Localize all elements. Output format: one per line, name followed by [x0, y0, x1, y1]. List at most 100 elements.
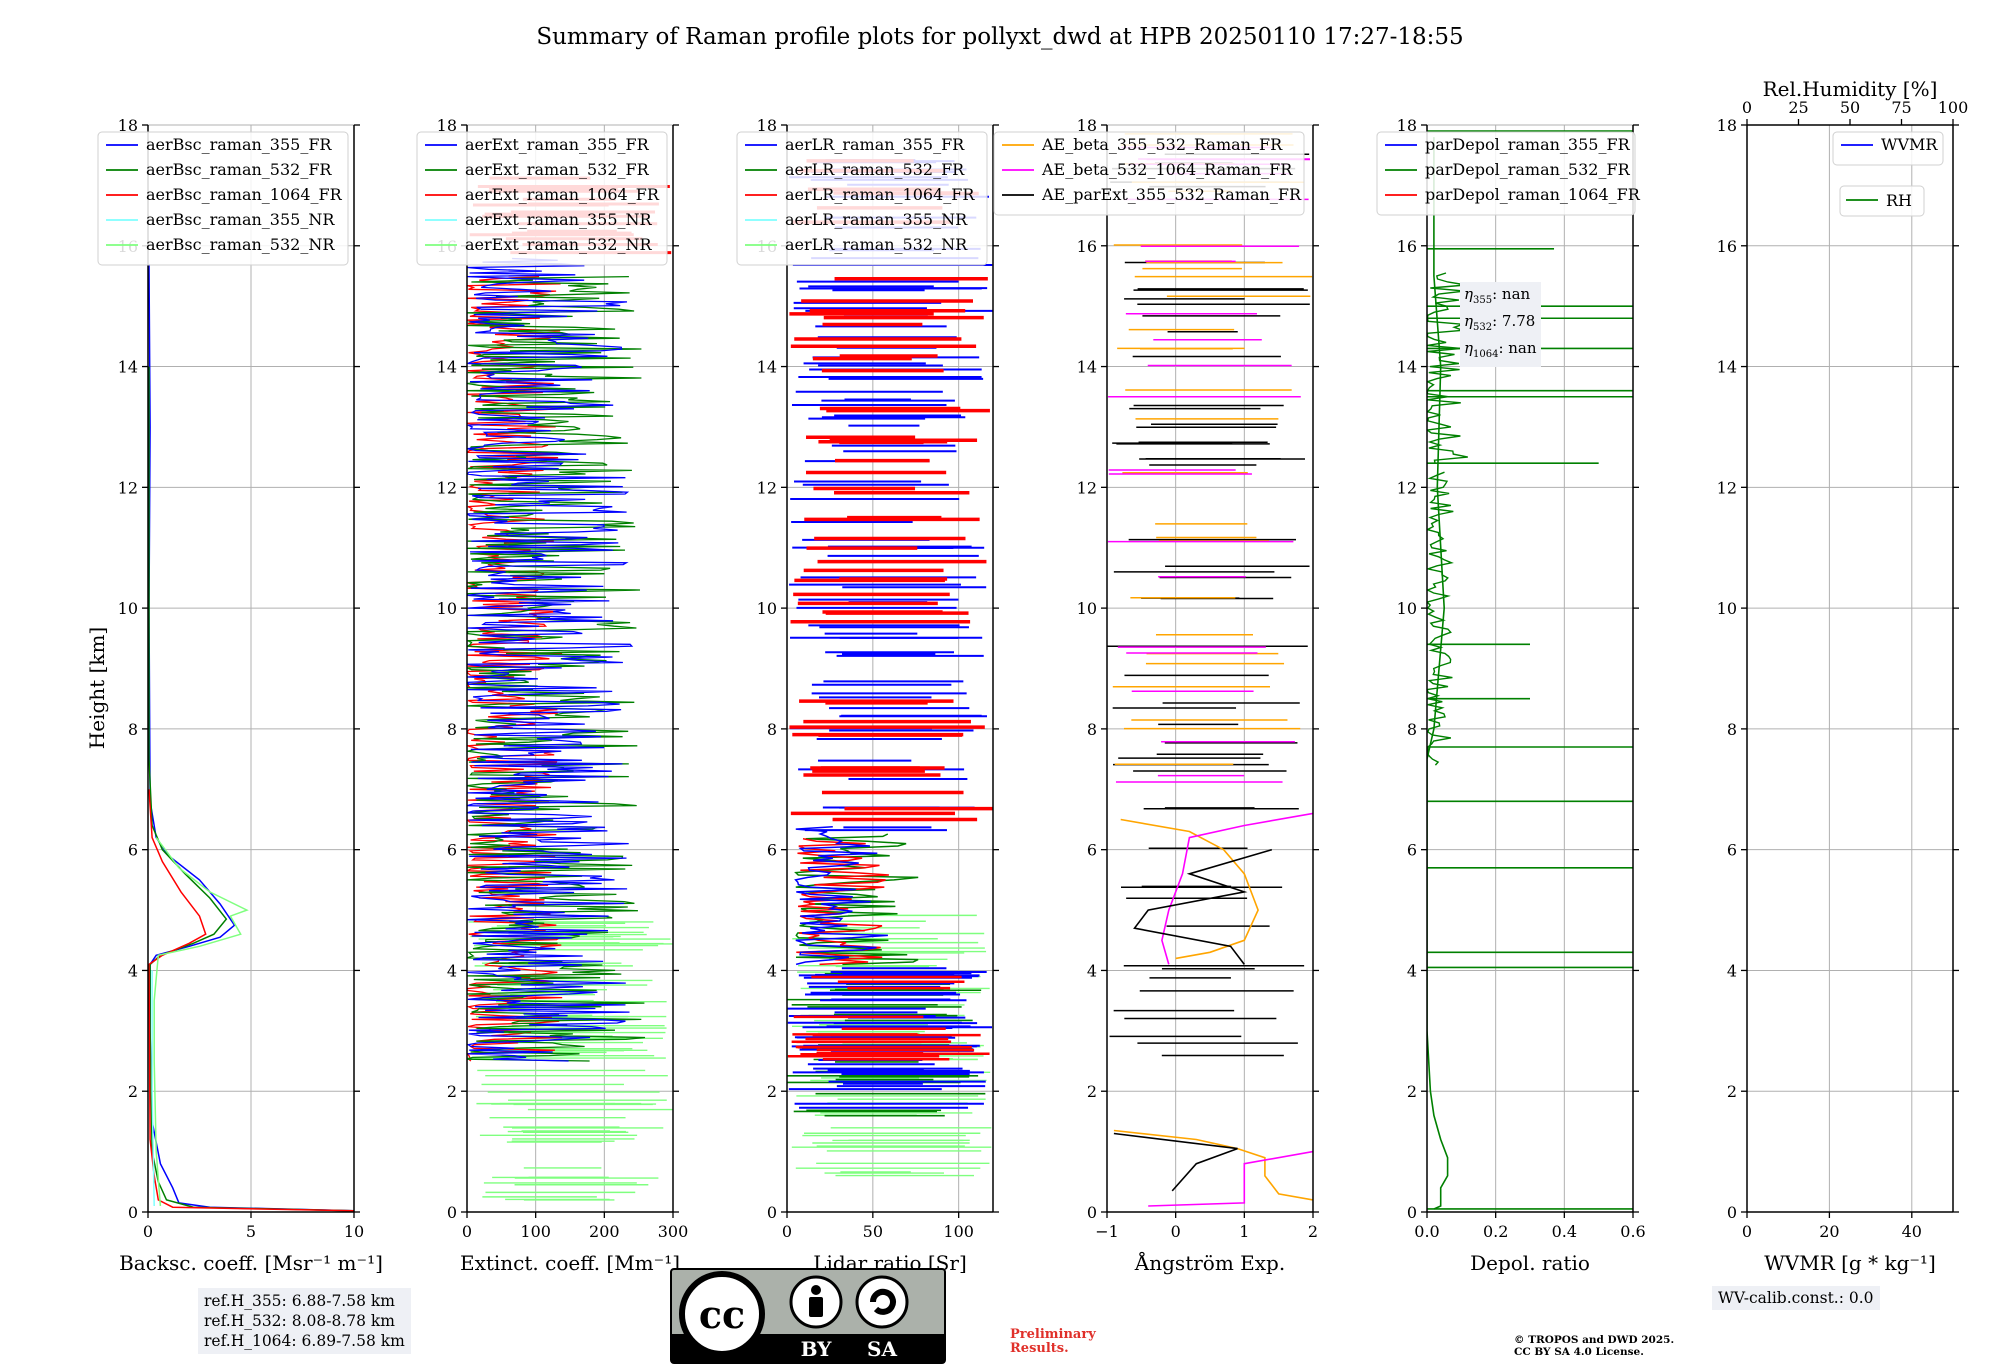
y-tick-label: 0: [447, 1203, 457, 1222]
x-axis-label: Backsc. coeff. [Msr⁻¹ m⁻¹]: [119, 1251, 383, 1275]
legend-label: aerLR_raman_532_NR: [785, 235, 968, 254]
x-tick-label: −1: [1095, 1222, 1119, 1241]
y-tick-label: 12: [437, 478, 457, 497]
legend-box: [1376, 131, 1636, 216]
legend-box: [993, 131, 1305, 216]
series-line: [1133, 848, 1273, 965]
series-line: [1113, 1132, 1238, 1192]
series-line: [1120, 818, 1259, 960]
legend-rh: RH: [1839, 185, 1925, 217]
legend-label: aerExt_raman_532_FR: [465, 160, 650, 179]
legend-label: aerExt_raman_532_NR: [465, 235, 653, 254]
y-tick-label: 6: [767, 841, 777, 860]
x-tick-label: 0.6: [1620, 1222, 1645, 1241]
sa-text: SA: [867, 1337, 897, 1361]
y-tick-label: 18: [1397, 116, 1417, 135]
y-tick-label: 14: [437, 358, 457, 377]
x-tick-label: 100: [943, 1222, 974, 1241]
legend-label: aerLR_raman_1064_FR: [785, 185, 975, 204]
cc-text: cc: [699, 1292, 745, 1337]
legend-label: AE_beta_532_1064_Raman_FR: [1041, 160, 1293, 179]
y-tick-label: 12: [118, 478, 138, 497]
eta-symbol: η: [1464, 285, 1473, 303]
y-tick-label: 8: [1087, 720, 1097, 739]
panel-1: 0246810121416180510Backsc. coeff. [Msr⁻¹…: [97, 116, 383, 1275]
y-tick-label: 12: [1077, 478, 1097, 497]
series-line: [796, 838, 889, 966]
y-tick-label: 10: [118, 599, 138, 618]
legend-label: aerBsc_raman_532_NR: [146, 235, 335, 254]
copyright-notice: © TROPOS and DWD 2025. CC BY SA 4.0 Lice…: [1514, 1334, 1674, 1358]
series-line: [467, 275, 646, 1062]
top-axis-label: Rel.Humidity [%]: [1763, 77, 1938, 101]
eta-1064-value: : nan: [1498, 339, 1537, 357]
x-axis-label: Ångström Exp.: [1134, 1250, 1285, 1275]
y-tick-label: 2: [1087, 1082, 1097, 1101]
panel-5: 0 2 4 6 8 10 12 14 16 18 0.0 0.2 0.4 0.6 Depol. ratio p…: [1376, 116, 1646, 1275]
y-tick-label: 10: [757, 599, 777, 618]
reference-height-box: ref.H_355: 6.88-7.58 km ref.H_532: 8.08-…: [198, 1288, 411, 1354]
y-tick-label: 18: [1077, 116, 1097, 135]
series-line: [1427, 272, 1468, 464]
legend-box: [416, 131, 668, 266]
legend-label: parDepol_raman_1064_FR: [1425, 185, 1641, 204]
eta-symbol: η: [1464, 339, 1473, 357]
plot-area: [787, 158, 993, 1177]
attribution-body: [809, 1297, 823, 1317]
x-tick-label: 10: [344, 1222, 364, 1241]
top-tick-label: 75: [1891, 98, 1911, 117]
eta-532: η532: 7.78: [1464, 311, 1537, 338]
y-tick-label: 16: [1397, 237, 1417, 256]
y-tick-label: 14: [1717, 358, 1737, 377]
share-alike-arrow: [869, 1288, 896, 1315]
ref-height-355: ref.H_355: 6.88-7.58 km: [204, 1292, 395, 1310]
panel-3: 024681012141618050100Lidar ratio [Sr]aer…: [736, 116, 999, 1275]
x-tick-label: 1: [1239, 1222, 1249, 1241]
legend-label: aerBsc_raman_532_FR: [146, 160, 332, 179]
eta-box: η355: nan η532: 7.78 η1064: nan: [1460, 282, 1541, 367]
y-tick-label: 14: [1397, 358, 1417, 377]
legend: WVMR: [1832, 131, 1944, 166]
y-tick-label: 16: [1717, 237, 1737, 256]
x-tick-label: 200: [589, 1222, 620, 1241]
y-tick-label: 4: [767, 961, 777, 980]
y-tick-label: 2: [1727, 1082, 1737, 1101]
series-line: [1427, 137, 1449, 1210]
y-tick-label: 10: [1717, 599, 1737, 618]
x-tick-label: 0.4: [1552, 1222, 1577, 1241]
y-tick-label: 2: [1407, 1082, 1417, 1101]
x-tick-label: 0: [143, 1222, 153, 1241]
y-tick-label: 12: [1397, 478, 1417, 497]
y-tick-label: 14: [757, 358, 777, 377]
legend: aerExt_raman_355_FR aerExt_raman_532_FRae…: [416, 131, 668, 266]
cc-icon: [679, 1271, 765, 1357]
x-tick-label: 20: [1819, 1222, 1839, 1241]
y-tick-label: 6: [1087, 841, 1097, 860]
legend-label: parDepol_raman_355_FR: [1425, 135, 1631, 154]
y-tick-label: 18: [437, 116, 457, 135]
x-axis-label: Depol. ratio: [1470, 1251, 1590, 1275]
x-tick-label: 0.2: [1483, 1222, 1508, 1241]
x-tick-label: 100: [520, 1222, 551, 1241]
preliminary-line-2: Results.: [1010, 1341, 1069, 1356]
eta-355-value: : nan: [1492, 285, 1531, 303]
legend-label: parDepol_raman_532_FR: [1425, 160, 1631, 179]
legend-label: aerLR_raman_355_NR: [785, 210, 968, 229]
panel-2: 0246810121416180100200300Extinct. coeff.…: [416, 116, 688, 1275]
y-tick-label: 10: [1077, 599, 1097, 618]
top-tick-label: 100: [1938, 98, 1969, 117]
top-tick-label: 25: [1788, 98, 1808, 117]
y-tick-label: 18: [118, 116, 138, 135]
series-line: [1113, 1129, 1313, 1201]
preliminary-line-1: Preliminary: [1010, 1327, 1096, 1342]
series-line: [153, 837, 249, 1207]
eta-symbol: η: [1464, 312, 1473, 330]
series-line: [1427, 471, 1454, 766]
y-tick-label: 4: [1727, 961, 1737, 980]
wv-calibration-box: WV-calib.const.: 0.0: [1712, 1286, 1880, 1310]
legend-label: aerExt_raman_355_NR: [465, 210, 653, 229]
legend: aerBsc_raman_355_FR aerBsc_raman_532_FRae…: [97, 131, 349, 266]
eta-1064: η1064: nan: [1464, 338, 1537, 365]
